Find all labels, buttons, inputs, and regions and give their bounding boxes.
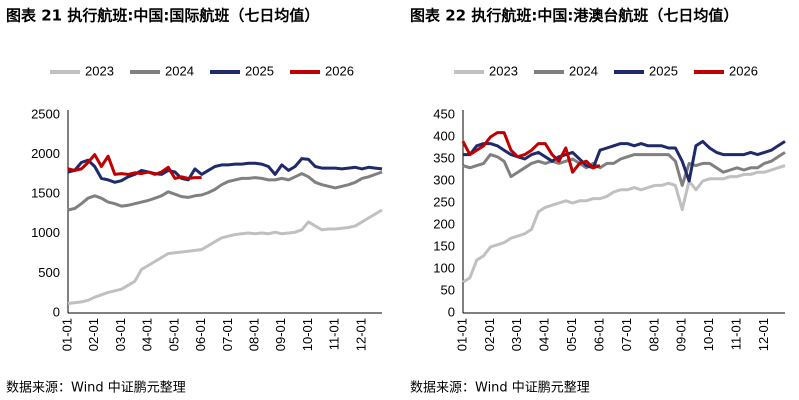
series-line xyxy=(67,157,383,184)
y-tick-label: 0 xyxy=(448,304,455,319)
legend-label: 2023 xyxy=(489,63,518,78)
x-tick-label: 04-01 xyxy=(140,318,155,351)
x-tick-label: 09-01 xyxy=(273,318,288,351)
series-line xyxy=(462,151,786,187)
y-tick-label: 1000 xyxy=(31,225,60,240)
series-line xyxy=(67,170,383,212)
x-tick-label: 07-01 xyxy=(619,318,634,351)
x-tick-label: 06-01 xyxy=(193,318,208,351)
x-tick-label: 03-01 xyxy=(509,318,524,351)
x-tick-label: 06-01 xyxy=(591,318,606,351)
x-tick-label: 02-01 xyxy=(86,318,101,351)
y-tick-label: 0 xyxy=(53,304,60,319)
x-tick-label: 07-01 xyxy=(220,318,235,351)
x-tick-label: 08-01 xyxy=(646,318,661,351)
y-tick-label: 1500 xyxy=(31,186,60,201)
chart-title: 图表 21 执行航班:中国:国际航班（七日均值） xyxy=(6,7,319,25)
x-tick-label: 02-01 xyxy=(482,318,497,351)
legend-label: 2023 xyxy=(85,63,114,78)
x-tick-label: 01-01 xyxy=(454,318,469,351)
x-tick-label: 12-01 xyxy=(756,318,771,351)
legend-label: 2026 xyxy=(325,63,354,78)
source-note: 数据来源：Wind 中证鹏元整理 xyxy=(6,381,186,396)
series-line xyxy=(462,164,786,284)
y-tick-label: 300 xyxy=(433,172,455,187)
y-tick-label: 50 xyxy=(441,282,455,297)
x-tick-label: 01-01 xyxy=(59,318,74,351)
y-tick-label: 400 xyxy=(433,128,455,143)
x-tick-label: 03-01 xyxy=(113,318,128,351)
y-tick-label: 200 xyxy=(433,216,455,231)
chart-title: 图表 22 执行航班:中国:港澳台航班（七日均值） xyxy=(410,7,738,25)
y-tick-label: 450 xyxy=(433,106,455,121)
y-tick-label: 250 xyxy=(433,194,455,209)
legend-label: 2024 xyxy=(569,63,598,78)
x-tick-label: 12-01 xyxy=(353,318,368,351)
legend-label: 2026 xyxy=(729,63,758,78)
x-tick-label: 11-01 xyxy=(327,318,342,350)
y-tick-label: 100 xyxy=(433,260,455,275)
x-tick-label: 09-01 xyxy=(674,318,689,351)
y-tick-label: 500 xyxy=(38,265,60,280)
legend-label: 2025 xyxy=(649,63,678,78)
legend-label: 2024 xyxy=(165,63,194,78)
legend-label: 2025 xyxy=(245,63,274,78)
series-line xyxy=(461,131,601,174)
x-tick-label: 10-01 xyxy=(300,318,315,351)
x-tick-label: 08-01 xyxy=(247,318,262,351)
y-tick-label: 2500 xyxy=(31,106,60,121)
series-line xyxy=(67,208,383,305)
series-line xyxy=(67,153,202,180)
y-tick-label: 2000 xyxy=(31,146,60,161)
x-tick-label: 10-01 xyxy=(701,318,716,351)
source-note: 数据来源：Wind 中证鹏元整理 xyxy=(410,381,590,396)
x-tick-label: 05-01 xyxy=(564,318,579,351)
x-tick-label: 04-01 xyxy=(537,318,552,351)
x-tick-label: 05-01 xyxy=(166,318,181,351)
y-tick-label: 350 xyxy=(433,150,455,165)
y-tick-label: 150 xyxy=(433,238,455,253)
x-tick-label: 11-01 xyxy=(728,318,743,350)
